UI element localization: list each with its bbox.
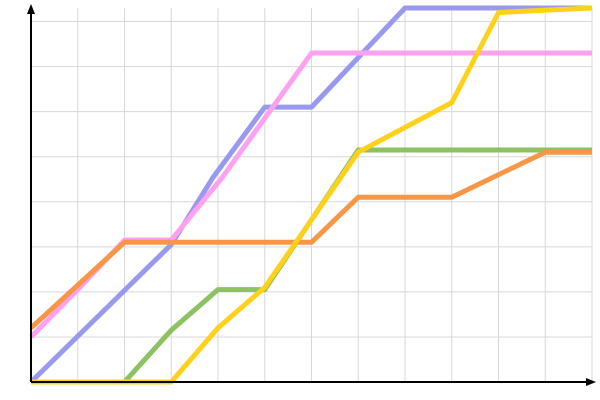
series-line-yellow bbox=[31, 5, 593, 385]
y-axis-arrow-icon bbox=[27, 4, 35, 14]
series-line-orange bbox=[29, 149, 592, 330]
axes-layer bbox=[27, 4, 596, 386]
x-axis-arrow-icon bbox=[586, 378, 596, 386]
data-series-layer bbox=[29, 5, 593, 385]
